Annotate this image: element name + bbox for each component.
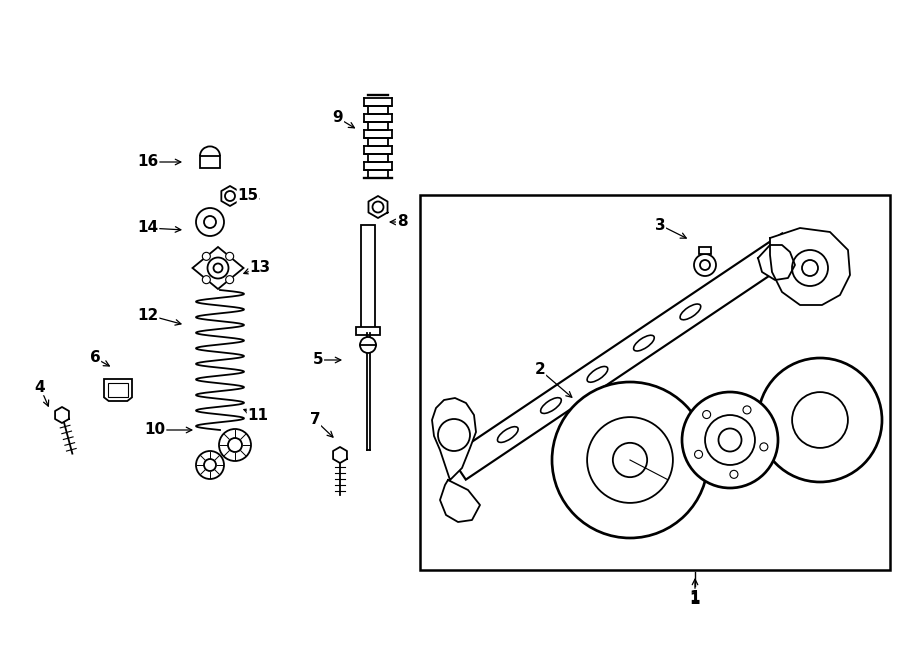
- Text: 3: 3: [654, 217, 665, 233]
- Ellipse shape: [498, 427, 518, 442]
- Circle shape: [204, 216, 216, 228]
- Text: 7: 7: [310, 412, 320, 428]
- Circle shape: [730, 471, 738, 479]
- Text: 1: 1: [689, 590, 700, 605]
- Circle shape: [196, 208, 224, 236]
- Circle shape: [587, 417, 673, 503]
- Polygon shape: [55, 407, 69, 423]
- Circle shape: [758, 358, 882, 482]
- Circle shape: [700, 260, 710, 270]
- Circle shape: [694, 254, 716, 276]
- Polygon shape: [770, 228, 850, 305]
- Circle shape: [202, 276, 211, 284]
- Circle shape: [226, 253, 234, 260]
- Text: 4: 4: [35, 379, 45, 395]
- Polygon shape: [758, 245, 795, 280]
- Text: 12: 12: [138, 307, 158, 323]
- Circle shape: [613, 443, 647, 477]
- Bar: [420, 195, 890, 570]
- Text: 6: 6: [90, 350, 101, 366]
- Text: 16: 16: [138, 155, 158, 169]
- Polygon shape: [221, 186, 239, 206]
- Bar: [361, 225, 375, 333]
- Circle shape: [226, 276, 234, 284]
- Circle shape: [743, 406, 751, 414]
- Polygon shape: [368, 196, 388, 218]
- Circle shape: [213, 264, 222, 272]
- Ellipse shape: [634, 335, 654, 351]
- Circle shape: [360, 337, 376, 353]
- Ellipse shape: [541, 398, 562, 413]
- Circle shape: [204, 459, 216, 471]
- Text: 14: 14: [138, 221, 158, 235]
- Bar: [699, 247, 711, 254]
- Circle shape: [792, 392, 848, 448]
- Circle shape: [208, 258, 229, 278]
- Polygon shape: [440, 480, 480, 522]
- Polygon shape: [432, 398, 476, 480]
- Circle shape: [792, 250, 828, 286]
- Circle shape: [695, 450, 703, 458]
- Bar: [108, 383, 128, 397]
- Polygon shape: [450, 233, 797, 480]
- Circle shape: [196, 451, 224, 479]
- Polygon shape: [333, 447, 346, 463]
- Ellipse shape: [587, 366, 608, 382]
- Circle shape: [682, 392, 778, 488]
- Circle shape: [438, 419, 470, 451]
- Text: 1: 1: [689, 592, 700, 607]
- Bar: [356, 327, 380, 335]
- Circle shape: [760, 443, 768, 451]
- Circle shape: [703, 410, 711, 418]
- Circle shape: [225, 191, 235, 201]
- Circle shape: [202, 253, 211, 260]
- Text: 15: 15: [238, 188, 258, 204]
- Ellipse shape: [680, 304, 701, 320]
- Polygon shape: [193, 247, 244, 289]
- Bar: [200, 156, 220, 168]
- Circle shape: [718, 428, 742, 451]
- Text: 10: 10: [144, 422, 166, 438]
- Circle shape: [802, 260, 818, 276]
- Text: 13: 13: [249, 260, 271, 274]
- Text: 11: 11: [248, 407, 268, 422]
- Text: 5: 5: [312, 352, 323, 368]
- Polygon shape: [104, 379, 132, 401]
- Text: 9: 9: [333, 110, 343, 126]
- Circle shape: [552, 382, 708, 538]
- Circle shape: [373, 202, 383, 212]
- Circle shape: [219, 429, 251, 461]
- Text: 8: 8: [397, 215, 408, 229]
- Circle shape: [228, 438, 242, 452]
- Text: 2: 2: [535, 362, 545, 377]
- Circle shape: [705, 415, 755, 465]
